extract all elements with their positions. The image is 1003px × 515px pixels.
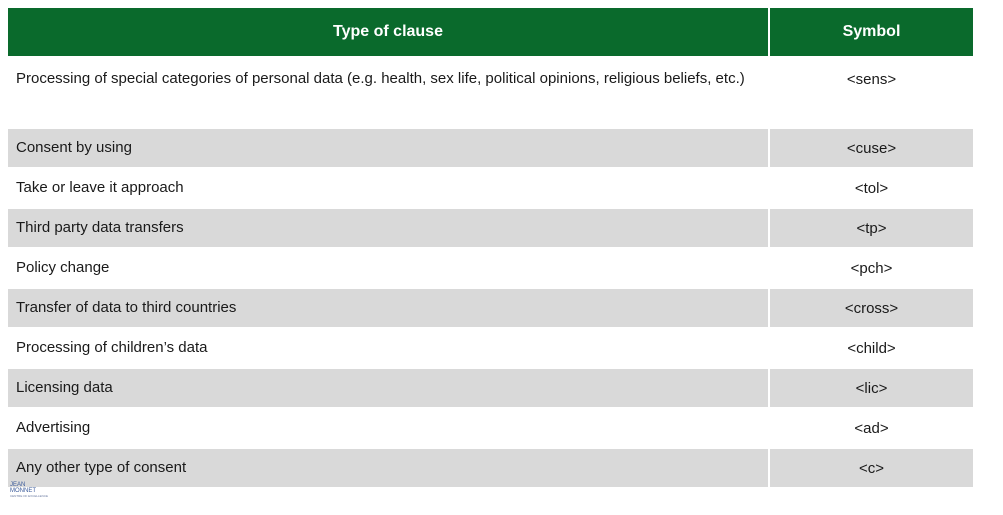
header-symbol: Symbol	[842, 23, 901, 40]
clause-type: Transfer of data to third countries	[8, 289, 770, 327]
clause-type: Processing of children’s data	[8, 329, 770, 367]
clause-type: Processing of special categories of pers…	[8, 58, 770, 127]
clause-symbol: <child>	[847, 339, 896, 357]
table-row: Advertising <ad>	[8, 407, 973, 447]
clause-type: Consent by using	[8, 129, 770, 167]
clause-symbol: <c>	[858, 459, 885, 477]
logo-subtext: CENTRE OF EXCELLENCE	[10, 494, 49, 498]
clause-symbol: <lic>	[855, 379, 888, 397]
clause-table: Type of clause Symbol Processing of spec…	[8, 8, 973, 487]
clause-symbol: <cuse>	[846, 139, 897, 157]
clause-symbol: <tp>	[856, 219, 887, 237]
table-row: Policy change <pch>	[8, 247, 973, 287]
clause-type: Licensing data	[8, 369, 770, 407]
clause-type: Take or leave it approach	[8, 169, 770, 207]
header-type-of-clause: Type of clause	[8, 8, 770, 56]
table-row: Processing of special categories of pers…	[8, 56, 973, 127]
clause-symbol: <pch>	[850, 259, 893, 277]
table-row: Third party data transfers <tp>	[8, 207, 973, 247]
clause-type: Third party data transfers	[8, 209, 770, 247]
table-header: Type of clause Symbol	[8, 8, 973, 56]
clause-symbol: <cross>	[844, 299, 899, 317]
clause-type: Any other type of consent	[8, 449, 770, 487]
table-row: Consent by using <cuse>	[8, 127, 973, 167]
table-row: Take or leave it approach <tol>	[8, 167, 973, 207]
clause-symbol: <tol>	[854, 179, 889, 197]
clause-symbol: <sens>	[846, 71, 897, 88]
table-row: Any other type of consent <c>	[8, 447, 973, 487]
table-row: Processing of children’s data <child>	[8, 327, 973, 367]
table-row: Licensing data <lic>	[8, 367, 973, 407]
clause-symbol: <ad>	[854, 419, 889, 437]
table-row: Transfer of data to third countries <cro…	[8, 287, 973, 327]
clause-type: Advertising	[8, 409, 770, 447]
clause-type: Policy change	[8, 249, 770, 287]
jean-monnet-logo: JEAN MONNET CENTRE OF EXCELLENCE	[10, 482, 52, 498]
logo-text: JEAN MONNET	[10, 482, 36, 494]
